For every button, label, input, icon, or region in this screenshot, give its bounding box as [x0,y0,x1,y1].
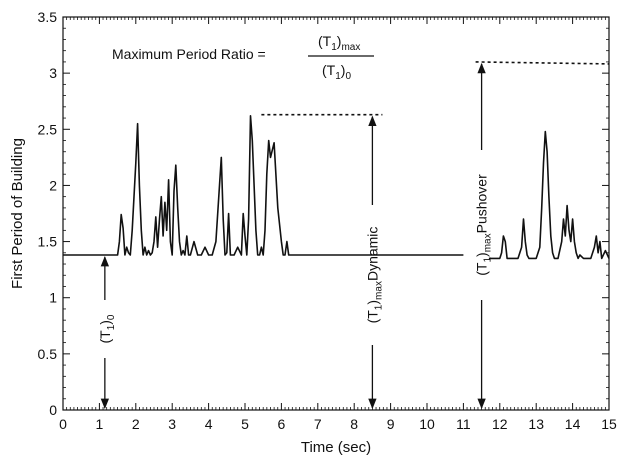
y-axis-title: First Period of Building [9,138,26,289]
axis-ticks: 0 1 2 3 4 5 6 7 8 9 10 11 12 13 14 1500.511.522.533.5Ti… [9,9,617,456]
y-tick-label: 2 [49,177,57,193]
dynamic-label-sub: 1 [373,304,384,310]
x-tick-label: 2 [132,416,140,432]
ratio-denominator: (T1)0 [322,62,351,82]
ratio-denominator-close: ) [341,62,346,78]
x-tick-label: 8 [350,416,358,432]
x-tick-label: 10 [419,416,435,432]
x-tick-label: 7 [314,416,322,432]
pushover-dotted-line [475,61,610,65]
x-tick-label: 4 [205,416,213,432]
ratio-denominator-subscript: 0 [345,71,351,82]
pushover-label-close: ) [474,252,490,257]
t0-label-sub: 1 [106,324,117,330]
x-tick-label: 5 [241,416,249,432]
y-tick-label: 2.5 [38,121,58,137]
dynamic-label-main: (T [364,310,380,324]
x-axis-title: Time (sec) [301,439,371,456]
x-tick-label: 13 [528,416,544,432]
x-tick-label: 11 [456,416,471,432]
ratio-denominator-sub: 1 [335,71,341,82]
t0-label-subscript: 0 [106,314,117,320]
x-tick-label: 1 [96,416,104,432]
dynamic-label-subscript: max [373,281,384,300]
y-tick-label: 3 [49,65,57,81]
x-tick-label: 15 [601,416,617,432]
y-tick-label: 0 [49,402,57,418]
ratio-denominator-main: (T [322,62,336,78]
x-tick-label: 12 [492,416,508,432]
dynamic-label: (T1)maxDynamic [364,227,384,324]
pushover-label-sub: 1 [483,257,494,263]
x-tick-label: 9 [387,416,395,432]
pushover-label-main: (T [474,262,490,276]
series-line-2 [488,130,610,260]
series-line-1 [63,115,464,256]
annotations: (T1)0 (T1)maxDynamic (T1)maxPushoverMaximu… [97,33,610,410]
ratio-numerator-sub: 1 [331,42,337,53]
pushover-label-subscript: max [483,233,494,252]
t0-label-close: ) [97,320,113,325]
x-tick-label: 6 [278,416,286,432]
y-tick-label: 3.5 [38,9,58,25]
y-tick-label: 0.5 [38,346,58,362]
t0-label-main: (T [97,330,113,344]
y-tick-label: 1 [49,290,57,306]
dynamic-label-word: Dynamic [364,227,380,281]
y-tick-label: 1.5 [38,234,58,250]
ratio-numerator-subscript: max [341,42,360,53]
x-tick-label: 3 [168,416,176,432]
t0-label: (T1)0 [97,314,117,343]
series-lines [63,115,610,260]
dynamic-label-close: ) [364,300,380,305]
x-tick-label: 14 [565,416,581,432]
ratio-numerator-close: ) [337,33,342,49]
ratio-label: Maximum Period Ratio = [112,46,266,62]
pushover-label: (T1)maxPushover [474,174,494,276]
pushover-label-word: Pushover [474,174,490,233]
x-tick-label: 0 [59,416,67,432]
ratio-numerator-main: (T [318,33,332,49]
ratio-numerator: (T1)max [318,33,360,53]
